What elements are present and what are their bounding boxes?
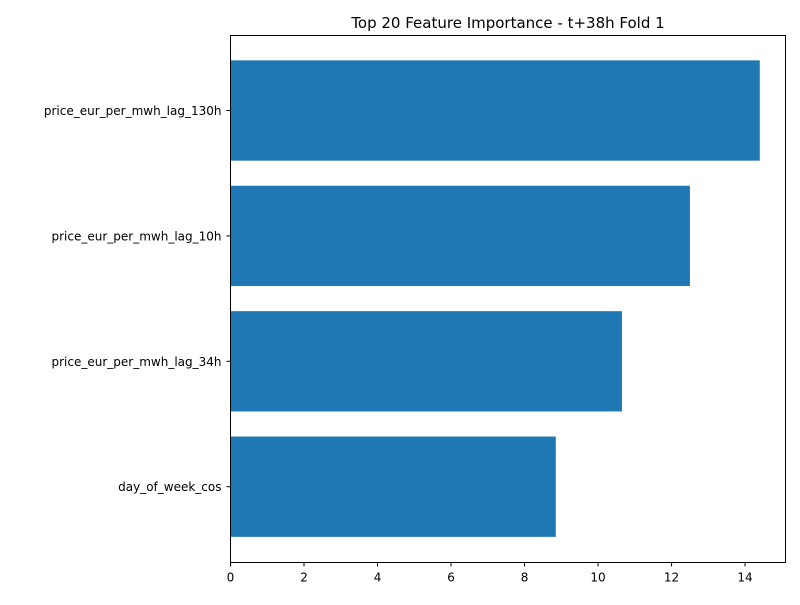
bars-layer xyxy=(230,60,760,537)
y-tick-label: price_eur_per_mwh_lag_34h xyxy=(51,355,221,369)
bar-price_eur_per_mwh_lag_10h xyxy=(230,185,690,287)
x-tick-label: 12 xyxy=(664,571,679,585)
bar-day_of_week_cos xyxy=(230,436,556,537)
y-tick-label: price_eur_per_mwh_lag_10h xyxy=(51,229,221,243)
x-axis-ticks: 0 2 4 6 8 10 12 14 xyxy=(227,562,753,585)
x-tick-label: 10 xyxy=(590,571,605,585)
x-tick-label: 6 xyxy=(447,571,455,585)
x-tick-label: 2 xyxy=(300,571,308,585)
chart-title: Top 20 Feature Importance - t+38h Fold 1 xyxy=(350,14,664,32)
x-tick-label: 0 xyxy=(227,571,235,585)
y-axis-ticks: price_eur_per_mwh_lag_130h price_eur_per_… xyxy=(44,104,231,494)
bar-price_eur_per_mwh_lag_34h xyxy=(230,311,622,412)
x-tick-label: 14 xyxy=(737,571,752,585)
x-tick-label: 8 xyxy=(521,571,529,585)
bar-price_eur_per_mwh_lag_130h xyxy=(230,60,760,161)
plot-frame xyxy=(230,35,786,563)
x-tick-label: 4 xyxy=(374,571,382,585)
y-tick-label: price_eur_per_mwh_lag_130h xyxy=(44,104,222,118)
y-tick-label: day_of_week_cos xyxy=(118,480,221,494)
